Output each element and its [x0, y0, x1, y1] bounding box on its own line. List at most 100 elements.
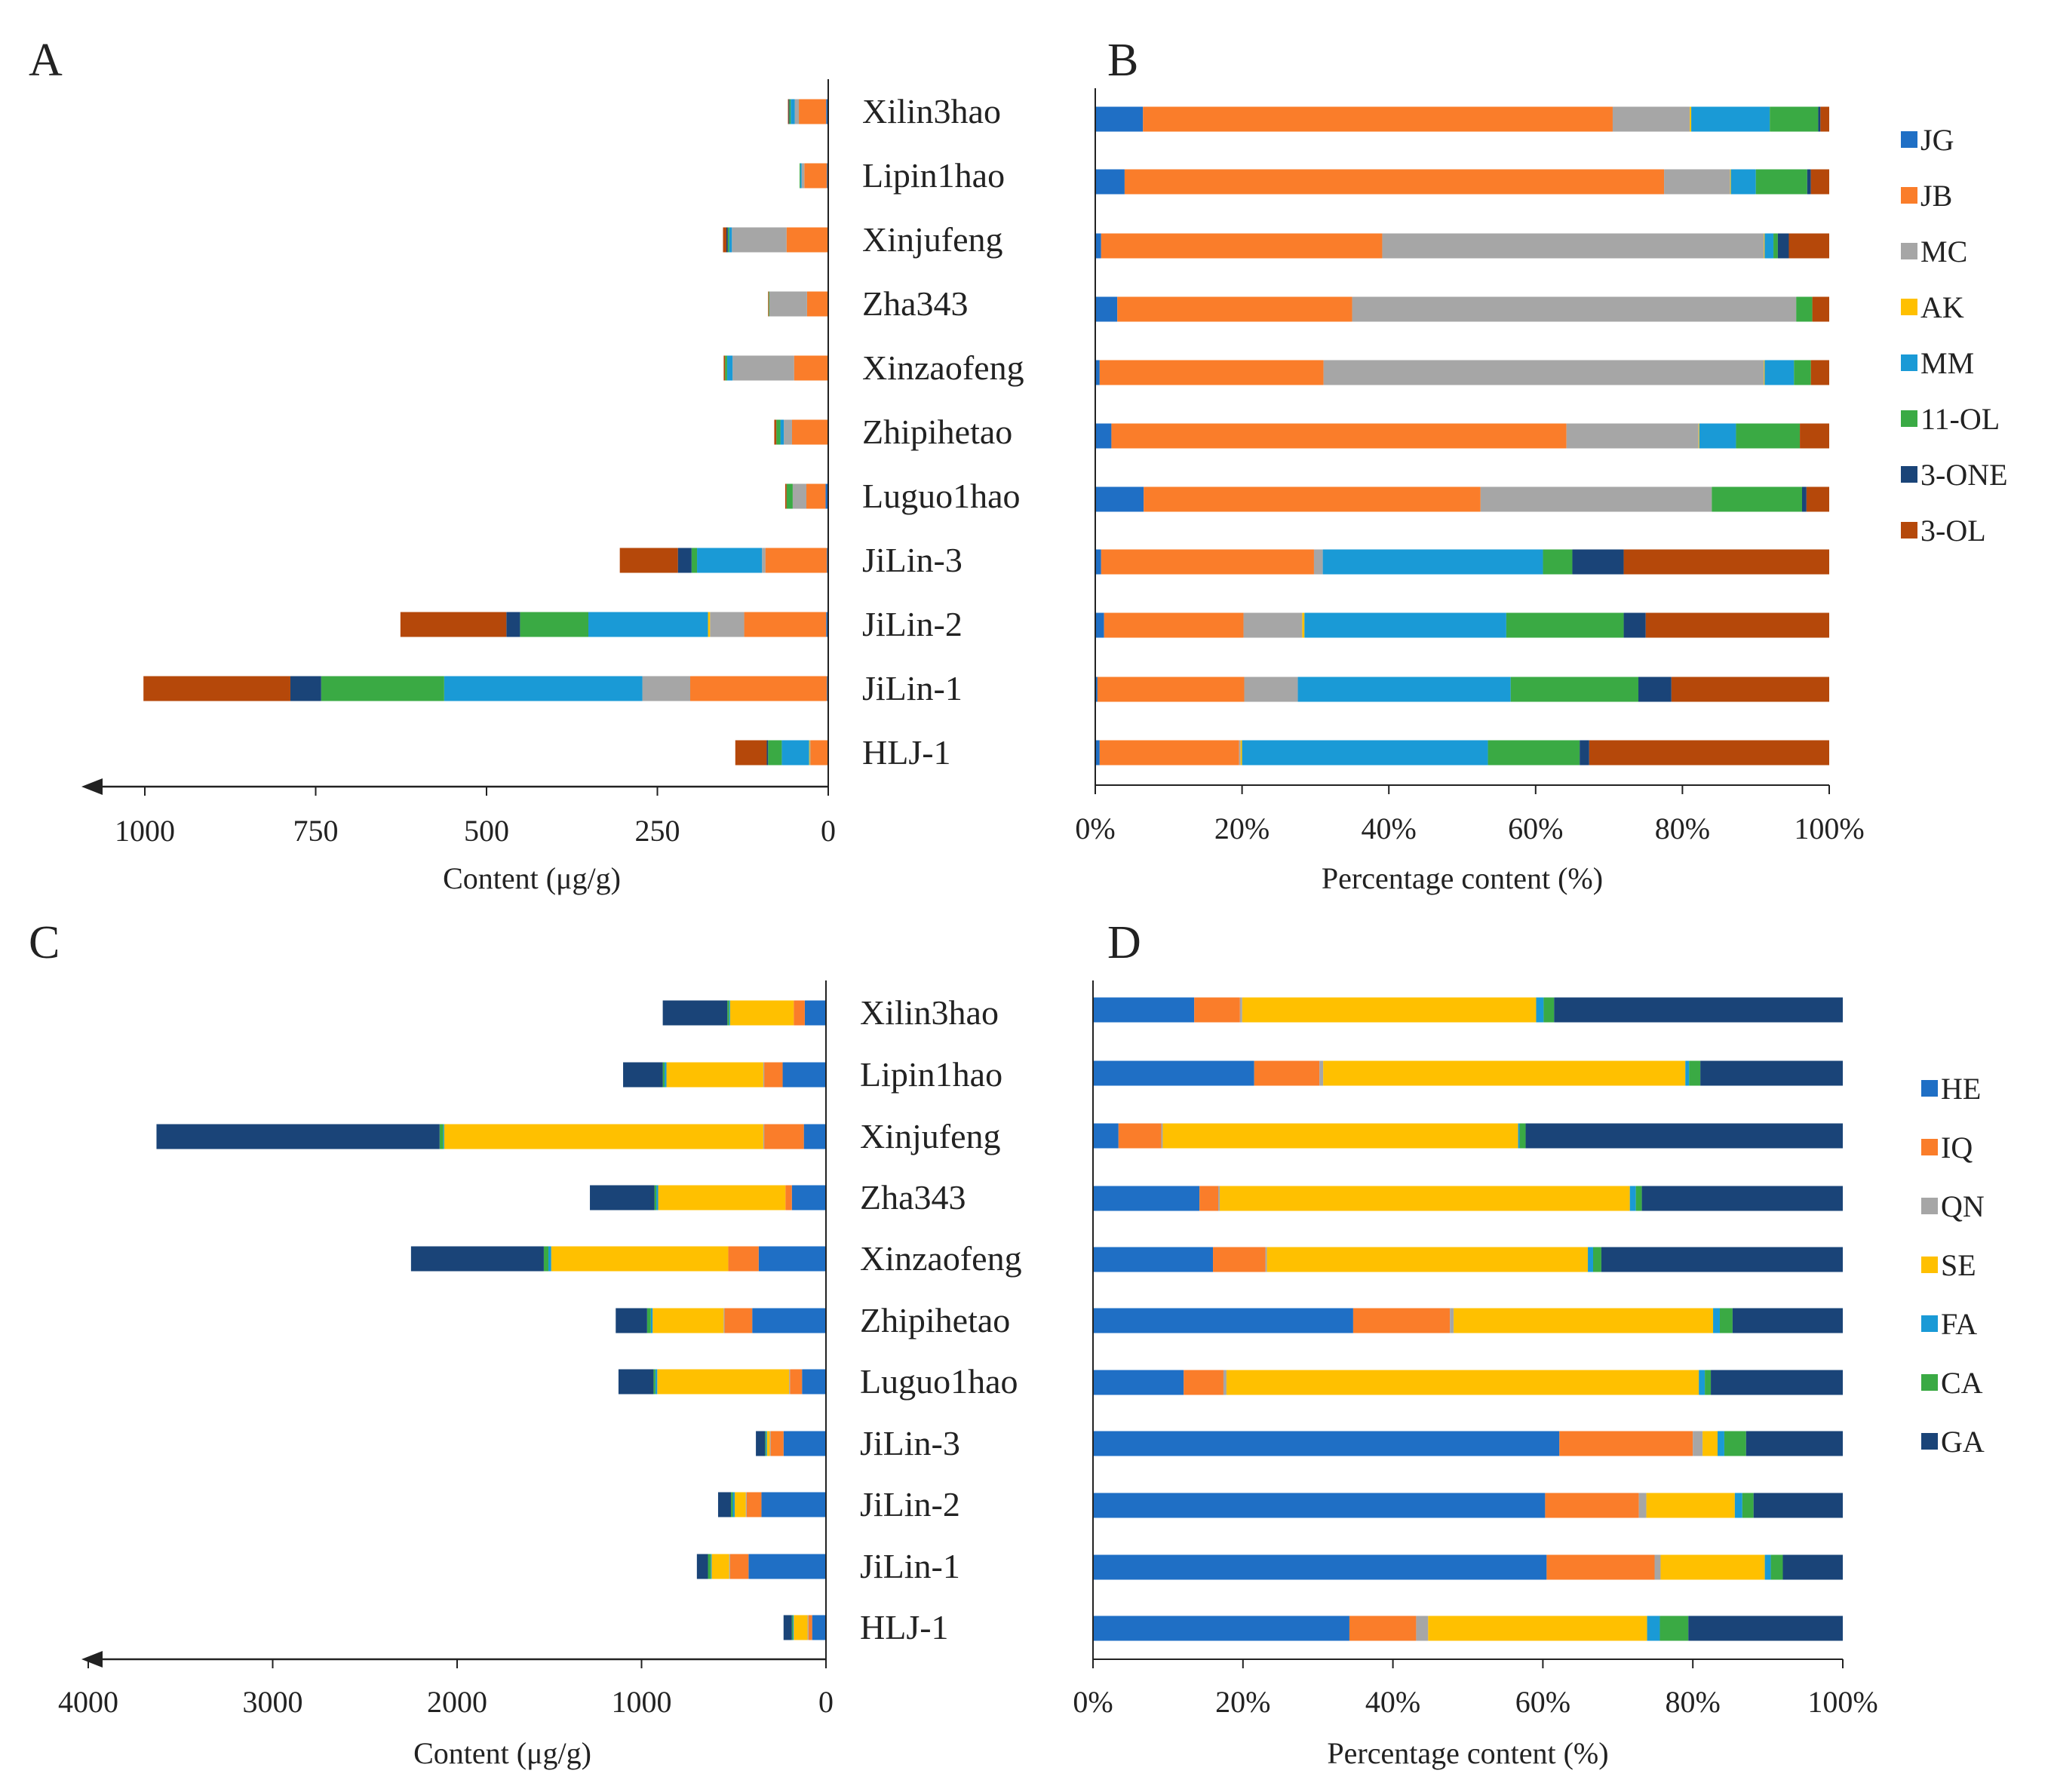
tick-label: 0 [818, 1685, 834, 1719]
bar-segment-he-luguo1hao [802, 1369, 826, 1395]
bar-segment-jb-zhipihetao [1111, 423, 1567, 449]
bar-segment-ca-xilin3hao [727, 1000, 729, 1026]
bar-segment-se-xinzaofeng [1266, 1247, 1589, 1272]
bar-segment-jg-jilin-2 [826, 612, 828, 637]
bar-segment-he-xilin3hao [1093, 997, 1195, 1023]
bar-segment-jg-luguo1hao [825, 483, 828, 509]
bar-segment-mm-xilin3hao [1691, 106, 1770, 132]
bar-segment-ga-jilin-2 [717, 1492, 732, 1517]
legend-swatch-3-one [1901, 466, 1917, 483]
bar-segment-11-ol-xinjufeng [727, 227, 729, 253]
bar-segment-ca-jilin-1 [708, 1554, 711, 1579]
bar-segment-fa-lipin1hao [665, 1062, 667, 1088]
tick-label: 500 [464, 814, 509, 848]
bar-segment-11-ol-zhipihetao [1736, 423, 1801, 449]
bar-segment-jg-zha343 [1095, 296, 1118, 322]
bar-segment-mm-xinjufeng [729, 227, 732, 253]
category-label: JiLin-2 [860, 1485, 960, 1524]
bar-segment-jb-jilin-3 [1101, 549, 1314, 575]
bar-segment-3-ol-hlj-1 [1589, 740, 1829, 766]
bar-segment-fa-zhipihetao [650, 1308, 653, 1333]
tick-label: 60% [1515, 1685, 1570, 1719]
bar-segment-jb-xinjufeng [786, 227, 828, 253]
bar-segment-se-zhipihetao [1454, 1308, 1714, 1333]
bar-segment-he-xinjufeng [803, 1124, 826, 1149]
bar-segment-qn-xinzaofeng [1265, 1247, 1267, 1272]
legend-label-mc: MC [1920, 235, 1967, 268]
bar-segment-iq-xinjufeng [1118, 1123, 1162, 1149]
bar-segment-he-jilin-3 [783, 1431, 826, 1456]
bar-segment-he-zhipihetao [1093, 1308, 1353, 1333]
bar-segment-mc-hlj-1 [1239, 740, 1241, 766]
bar-segment-jg-xinjufeng [1095, 233, 1101, 259]
bar-segment-3-ol-jilin-2 [400, 612, 507, 637]
tick-label: 250 [635, 814, 680, 848]
bar-segment-mc-jilin-2 [710, 612, 745, 637]
bar-segment-ca-hlj-1 [1659, 1616, 1689, 1641]
panel-a: A 1000 750 500 250 0 Content (μg/g) Xilin3hao Li… [29, 35, 1024, 895]
bar-segment-ca-luguo1hao [1705, 1370, 1712, 1395]
panel-d: D 0% 20% 40% 60% 80% 100% Percentage content (%… [1073, 917, 1877, 1770]
value-axis-arrow [81, 1651, 103, 1668]
bar-segment-mm-lipin1hao [1730, 169, 1756, 195]
bar-segment-jg-zhipihetao [1095, 423, 1112, 449]
bar-segment-mc-lipin1hao [1664, 169, 1730, 195]
bar-segment-ga-xinjufeng [1525, 1123, 1843, 1149]
bar-segment-3-one-xilin3hao [1818, 106, 1821, 132]
tick-label: 0 [821, 814, 836, 848]
bar-segment-he-lipin1hao [782, 1062, 826, 1088]
tick-label: 1000 [115, 814, 175, 848]
bar-segment-se-xinzaofeng [551, 1246, 729, 1272]
legend-label-se: SE [1941, 1248, 1976, 1282]
bar-segment-3-ol-zha343 [768, 291, 769, 317]
bar-segment-ca-jilin-2 [731, 1492, 733, 1517]
bar-segment-11-ol-jilin-1 [321, 676, 444, 701]
bar-segment-3-ol-xilin3hao [1820, 106, 1829, 132]
bar-segment-qn-xinjufeng [763, 1124, 765, 1149]
bar-segment-mm-lipin1hao [800, 163, 802, 189]
category-label: JiLin-1 [862, 669, 963, 707]
bar-segment-se-zhipihetao [652, 1308, 724, 1333]
bar-segment-jb-zha343 [806, 291, 828, 317]
bar-segment-mc-jilin-3 [1313, 549, 1323, 575]
bar-segment-ga-zhipihetao [616, 1308, 647, 1333]
bar-segment-ga-jilin-1 [1782, 1554, 1843, 1580]
bar-segment-ca-zha343 [654, 1185, 657, 1211]
bar-segment-qn-jilin-2 [745, 1492, 747, 1517]
bar-segment-se-hlj-1 [794, 1615, 808, 1640]
bar-segment-fa-xinjufeng [1518, 1123, 1520, 1149]
bar-segment-mm-zhipihetao [780, 419, 784, 445]
bar-segment-se-jilin-2 [1646, 1493, 1735, 1518]
legend-swatch-mm [1901, 354, 1917, 371]
bar-segment-fa-jilin-3 [766, 1431, 767, 1456]
bar-segment-iq-lipin1hao [1254, 1060, 1320, 1086]
legend-swatch-jb [1901, 187, 1917, 204]
bar-segment-qn-jilin-1 [1654, 1554, 1661, 1580]
bar-segment-3-ol-jilin-3 [1623, 549, 1829, 575]
bar-segment-se-lipin1hao [1323, 1060, 1686, 1086]
bar-segment-qn-zha343 [1217, 1186, 1220, 1211]
bar-segment-11-ol-luguo1hao [786, 483, 793, 509]
bar-segment-iq-jilin-1 [729, 1554, 749, 1579]
bar-segment-se-jilin-1 [711, 1554, 729, 1579]
legend-label-ca: CA [1941, 1366, 1983, 1400]
panel-letter-a: A [29, 35, 63, 86]
bar-segment-11-ol-xinjufeng [1773, 233, 1778, 259]
bar-segment-fa-zha343 [656, 1185, 659, 1211]
bar-segment-ga-zhipihetao [1732, 1308, 1843, 1333]
bar-segment-3-ol-zhipihetao [774, 419, 777, 445]
category-label: Zha343 [860, 1178, 966, 1217]
legend-swatch-ak [1901, 299, 1917, 315]
bar-segment-ga-hlj-1 [783, 1615, 792, 1640]
bar-segment-he-jilin-1 [748, 1554, 826, 1579]
bar-segment-mm-xilin3hao [791, 99, 795, 124]
bar-segment-fa-luguo1hao [655, 1369, 658, 1395]
bar-segment-fa-xilin3hao [1536, 997, 1544, 1023]
bar-segment-fa-jilin-2 [1734, 1493, 1742, 1518]
bar-segment-se-lipin1hao [666, 1062, 763, 1088]
bar-segment-qn-hlj-1 [1416, 1616, 1429, 1641]
bar-segment-jb-jilin-2 [1104, 612, 1244, 638]
tick-label: 1000 [612, 1685, 672, 1719]
bar-segment-he-jilin-2 [1093, 1493, 1546, 1518]
bar-segment-ga-zha343 [1641, 1186, 1843, 1211]
